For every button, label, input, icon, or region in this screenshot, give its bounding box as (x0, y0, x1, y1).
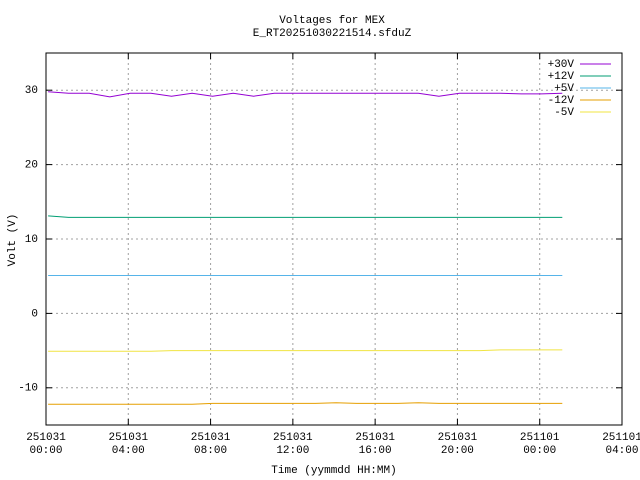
series-line (48, 91, 563, 98)
legend-label: +30V (548, 59, 575, 71)
x-tick-label: 251101 00:00 (519, 432, 560, 457)
y-tick-label: 30 (25, 85, 38, 97)
x-tick-label: 251031 16:00 (355, 432, 395, 457)
legend-label: +5V (554, 83, 574, 95)
x-tick-label: 251031 20:00 (437, 432, 478, 457)
y-tick-label: 10 (25, 234, 38, 246)
x-tick-label: 251101 04:00 (602, 432, 640, 457)
legend-label: -5V (554, 107, 574, 119)
x-tick-label: 251031 08:00 (190, 432, 231, 457)
chart-subtitle: E_RT20251030221514.sfduZ (253, 28, 412, 40)
x-tick-label: 251031 00:00 (26, 432, 66, 457)
x-tick-label: 251031 12:00 (273, 432, 313, 457)
series-line (48, 349, 563, 352)
y-tick-label: -10 (18, 383, 38, 395)
legend-label: -12V (548, 95, 575, 107)
x-tick-label: 251031 04:00 (108, 432, 149, 457)
series-line (48, 215, 563, 218)
plot-border (45, 52, 623, 426)
legend-label: +12V (548, 71, 575, 83)
y-tick-label: 20 (25, 160, 38, 172)
y-axis-label: Volt (V) (7, 214, 19, 267)
x-axis-label: Time (yymmdd HH:MM) (271, 465, 396, 477)
y-tick-label: 0 (31, 308, 38, 320)
chart-title: Voltages for MEX (279, 15, 385, 27)
series-line (48, 402, 563, 405)
